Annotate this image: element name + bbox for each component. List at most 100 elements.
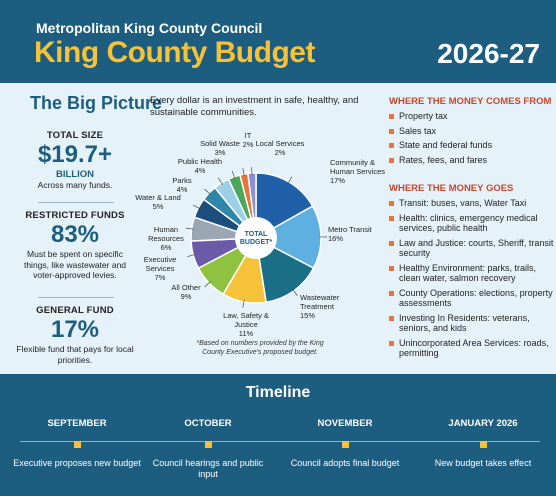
list-item-text: State and federal funds xyxy=(399,140,493,150)
stat-divider xyxy=(38,297,114,298)
header-banner: Metropolitan King County Council King Co… xyxy=(0,0,556,83)
timeline-month: OCTOBER xyxy=(184,418,232,429)
money-sources-list: Property tax Sales tax State and federal f… xyxy=(389,111,554,165)
timeline-marker xyxy=(479,441,487,448)
timeline-line xyxy=(20,441,540,442)
pie-slice-label: Solid Waste 3% xyxy=(200,139,240,157)
bullet-square-icon xyxy=(389,215,394,221)
stat-value: $19.7+ xyxy=(37,141,113,168)
list-item-text: Unincorporated Area Services: roads, per… xyxy=(399,337,549,359)
pie-slice-label: Executive Services 7% xyxy=(144,255,177,282)
money-uses-list: Transit: buses, vans, Water Taxi Health: … xyxy=(389,198,554,359)
money-source-item: Property tax xyxy=(389,111,554,122)
list-item-text: Property tax xyxy=(399,111,448,121)
big-picture-intro: Every dollar is an investment in safe, h… xyxy=(150,95,359,118)
pie-slice-label: Local Services 2% xyxy=(256,139,305,157)
stat-restricted-funds: RESTRICTED FUNDS 83% Must be spent on sp… xyxy=(14,210,136,281)
money-use-item: Law and Justice: courts, Sheriff, transi… xyxy=(389,238,554,259)
timeline-month: JANUARY 2026 xyxy=(448,418,518,429)
bullet-square-icon xyxy=(389,201,394,206)
stat-general-fund: GENERAL FUND 17% Flexible fund that pays… xyxy=(14,305,136,365)
timeline-text: New budget takes effect xyxy=(434,458,532,468)
money-use-item: Transit: buses, vans, Water Taxi xyxy=(389,198,554,209)
pie-leader-line xyxy=(192,204,201,210)
timeline-marker xyxy=(204,441,212,448)
money-source-item: State and federal funds xyxy=(389,140,554,151)
stat-value: 83% xyxy=(50,221,100,248)
list-item-text: Healthy Environment: parks, trails, clea… xyxy=(399,262,537,284)
list-item-text: Transit: buses, vans, Water Taxi xyxy=(399,198,527,208)
pie-slice-label: IT 2% xyxy=(243,131,254,149)
money-use-item: Healthy Environment: parks, trails, clea… xyxy=(389,263,554,284)
pie-slice-label: Wastewater Treatment 15% xyxy=(300,293,340,320)
pie-leader-line xyxy=(187,254,196,257)
money-uses-section: WHERE THE MONEY GOES Transit: buses, van… xyxy=(389,183,554,363)
pie-leader-line xyxy=(292,289,298,296)
list-item-text: Sales tax xyxy=(399,125,437,136)
bullet-square-icon xyxy=(389,157,394,163)
timeline-text: Executive proposes new budget xyxy=(13,458,141,468)
bullet-square-icon xyxy=(389,240,394,246)
pie-slice-label: Water & Land 5% xyxy=(135,193,181,211)
pie-slice-label: Law, Safety & Justice 11% xyxy=(223,311,269,338)
pie-leader-line xyxy=(242,299,245,308)
pie-center-label: TOTAL BUDGET* xyxy=(240,231,273,246)
timeline-marker xyxy=(73,441,81,448)
timeline-marker xyxy=(341,441,349,448)
timeline-item-october: OCTOBER Council hearings and public inpu… xyxy=(143,418,273,480)
stat-heading: GENERAL FUND xyxy=(36,305,114,316)
pie-slice-label: Metro Transit 16% xyxy=(328,225,373,243)
bullet-square-icon xyxy=(389,128,394,134)
budget-pie-chart: Community & Human Services 17% Metro Transi… xyxy=(135,131,385,338)
pie-leader-line xyxy=(231,171,236,179)
big-picture-heading: The Big Picture xyxy=(30,93,163,113)
timeline-text: Council hearings and public input xyxy=(152,458,264,479)
pie-slice-label: All Other 9% xyxy=(171,283,201,301)
stat-description: Across many funds. xyxy=(37,180,113,190)
budget-year: 2026-27 xyxy=(437,38,540,69)
timeline-item-january: JANUARY 2026 New budget takes effect xyxy=(418,418,548,469)
pie-slice-label: Human Resources 6% xyxy=(148,225,184,252)
timeline-month: SEPTEMBER xyxy=(47,418,107,429)
money-use-item: Health: clinics, emergency medical servi… xyxy=(389,213,554,234)
money-source-item: Sales tax xyxy=(389,126,554,137)
stat-description: Flexible fund that pays for local priori… xyxy=(16,344,134,365)
list-item-text: Law and Justice: courts, Sheriff, transi… xyxy=(399,237,554,259)
money-sources-section: WHERE THE MONEY COMES FROM Property tax S… xyxy=(389,96,554,169)
timeline-section xyxy=(0,374,556,496)
timeline-title: Timeline xyxy=(245,384,311,401)
bullet-square-icon xyxy=(389,265,394,271)
money-use-item: Unincorporated Area Services: roads, per… xyxy=(389,338,554,359)
bullet-square-icon xyxy=(389,340,394,346)
timeline-text: Council adopts final budget xyxy=(290,458,400,468)
money-use-item: County Operations: elections, property a… xyxy=(389,288,554,309)
page-title: King County Budget xyxy=(34,36,315,69)
pie-slice-label: Parks 4% xyxy=(172,176,191,194)
money-sources-heading: WHERE THE MONEY COMES FROM xyxy=(389,96,552,107)
stat-description: Must be spent on specific things, like w… xyxy=(23,249,127,280)
pie-leader-line xyxy=(204,281,211,288)
stat-total-size: TOTAL SIZE $19.7+ BILLION Across many fu… xyxy=(14,130,136,191)
bullet-square-icon xyxy=(389,114,394,119)
list-item-text: Rates, fees, and fares xyxy=(399,154,488,165)
stat-value: 17% xyxy=(50,316,100,343)
money-uses-heading: WHERE THE MONEY GOES xyxy=(389,183,514,194)
pie-slice-label: Community & Human Services 17% xyxy=(330,158,385,185)
bullet-square-icon xyxy=(389,143,394,148)
stat-heading: RESTRICTED FUNDS xyxy=(25,210,125,221)
pie-slice-label: Public Health 4% xyxy=(178,157,222,175)
list-item-text: Health: clinics, emergency medical servi… xyxy=(399,212,538,234)
pie-leader-line xyxy=(185,227,194,230)
list-item-text: Investing In Residents: veterans, senior… xyxy=(399,312,530,334)
chart-footnote: *Based on numbers provided by the King C… xyxy=(196,340,324,356)
pie-leader-line xyxy=(218,177,223,185)
stat-heading: TOTAL SIZE xyxy=(46,130,104,141)
bullet-square-icon xyxy=(389,315,394,321)
stat-unit: BILLION xyxy=(56,169,94,180)
pie-leader-line xyxy=(251,167,253,176)
pie-leader-line xyxy=(204,188,211,195)
bullet-square-icon xyxy=(389,290,394,296)
timeline-item-november: NOVEMBER Council adopts final budget xyxy=(280,418,410,469)
list-item-text: County Operations: elections, property a… xyxy=(399,287,553,309)
pie-leader-line xyxy=(287,176,293,184)
